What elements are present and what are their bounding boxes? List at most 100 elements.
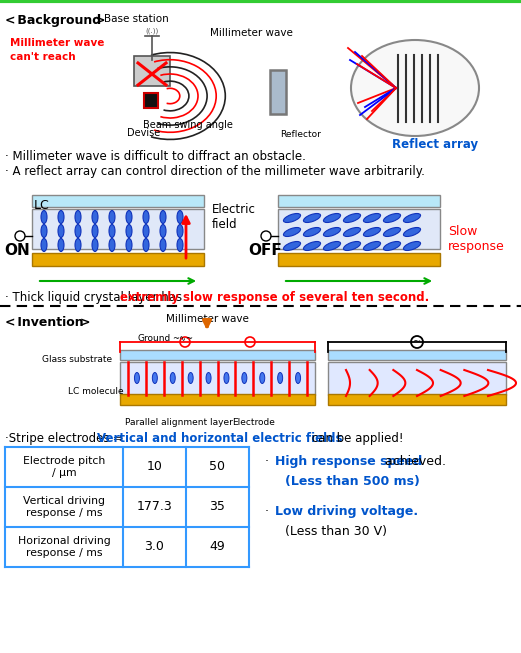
- Text: · Thick liquid crystal layer has: · Thick liquid crystal layer has: [5, 291, 186, 304]
- Text: >: >: [80, 316, 91, 329]
- Ellipse shape: [75, 225, 81, 238]
- Ellipse shape: [170, 372, 175, 383]
- Text: Ground: Ground: [138, 334, 171, 343]
- Text: Parallel alignment layer: Parallel alignment layer: [125, 418, 233, 427]
- Circle shape: [15, 231, 25, 241]
- Ellipse shape: [324, 227, 341, 236]
- Ellipse shape: [41, 238, 47, 251]
- Ellipse shape: [41, 210, 47, 223]
- Ellipse shape: [58, 210, 64, 223]
- Ellipse shape: [364, 214, 380, 223]
- Text: Beam swing angle: Beam swing angle: [143, 120, 233, 130]
- Ellipse shape: [126, 225, 132, 238]
- Circle shape: [261, 231, 271, 241]
- Ellipse shape: [126, 210, 132, 223]
- Ellipse shape: [92, 225, 98, 238]
- Ellipse shape: [383, 214, 401, 223]
- Ellipse shape: [283, 214, 301, 223]
- Text: Millimeter wave: Millimeter wave: [10, 38, 104, 48]
- Ellipse shape: [134, 372, 140, 383]
- Ellipse shape: [188, 372, 193, 383]
- Text: <: <: [5, 14, 16, 27]
- Bar: [134, 56, 170, 86]
- Ellipse shape: [160, 225, 166, 238]
- Ellipse shape: [343, 242, 361, 251]
- Ellipse shape: [283, 227, 301, 236]
- Ellipse shape: [295, 372, 301, 383]
- Ellipse shape: [351, 40, 479, 136]
- Text: Slow
response: Slow response: [448, 225, 505, 253]
- Text: ·: ·: [265, 505, 273, 518]
- Bar: [120, 350, 315, 360]
- Text: >: >: [95, 14, 105, 27]
- Text: Electrode: Electrode: [232, 418, 275, 427]
- Text: Vertical and horizontal electric fields: Vertical and horizontal electric fields: [97, 432, 342, 445]
- Ellipse shape: [324, 242, 341, 251]
- Ellipse shape: [303, 242, 320, 251]
- Ellipse shape: [242, 372, 247, 383]
- Ellipse shape: [75, 210, 81, 223]
- Ellipse shape: [177, 225, 183, 238]
- Text: Glass substrate: Glass substrate: [42, 355, 112, 364]
- Text: Reflect array: Reflect array: [392, 138, 478, 151]
- Text: 49: 49: [209, 541, 226, 554]
- Text: 50: 50: [209, 460, 226, 473]
- Bar: [278, 195, 440, 207]
- Text: Base station: Base station: [104, 14, 169, 24]
- Ellipse shape: [109, 238, 115, 251]
- Ellipse shape: [160, 210, 166, 223]
- Bar: [328, 362, 506, 395]
- Text: Reflector: Reflector: [280, 130, 321, 139]
- Ellipse shape: [92, 210, 98, 223]
- Text: Low driving voltage.: Low driving voltage.: [275, 505, 418, 518]
- Text: ~: ~: [413, 337, 421, 347]
- Circle shape: [411, 336, 423, 348]
- Text: ((.)): ((.)): [145, 28, 158, 35]
- Ellipse shape: [324, 214, 341, 223]
- Text: 10: 10: [146, 460, 163, 473]
- Ellipse shape: [283, 242, 301, 251]
- Text: Electrode pitch
/ μm: Electrode pitch / μm: [23, 456, 105, 478]
- Ellipse shape: [41, 225, 47, 238]
- Ellipse shape: [126, 238, 132, 251]
- Bar: [270, 70, 286, 114]
- Text: · A reflect array can control direction of the millimeter wave arbitrarily.: · A reflect array can control direction …: [5, 165, 425, 178]
- Ellipse shape: [403, 242, 420, 251]
- Ellipse shape: [303, 227, 320, 236]
- Text: ~∿~: ~∿~: [172, 334, 193, 343]
- Text: LC molecule: LC molecule: [68, 387, 123, 396]
- Ellipse shape: [92, 238, 98, 251]
- Ellipse shape: [383, 242, 401, 251]
- Ellipse shape: [206, 372, 211, 383]
- Text: (Less than 30 V): (Less than 30 V): [285, 525, 387, 538]
- Text: can be applied!: can be applied!: [307, 432, 403, 445]
- Text: · Millimeter wave is difficult to diffract an obstacle.: · Millimeter wave is difficult to diffra…: [5, 150, 306, 163]
- Ellipse shape: [143, 238, 149, 251]
- Bar: [120, 362, 315, 395]
- Text: LC: LC: [34, 199, 49, 212]
- Ellipse shape: [177, 210, 183, 223]
- Ellipse shape: [143, 210, 149, 223]
- Circle shape: [245, 337, 255, 347]
- Text: Millimeter wave: Millimeter wave: [166, 314, 249, 324]
- Bar: [120, 394, 315, 405]
- Ellipse shape: [403, 214, 420, 223]
- Text: ON: ON: [4, 243, 30, 258]
- Ellipse shape: [58, 225, 64, 238]
- Text: OFF: OFF: [248, 243, 282, 258]
- Ellipse shape: [343, 214, 361, 223]
- Text: High response speed: High response speed: [275, 455, 422, 468]
- Bar: [32, 195, 204, 207]
- Text: 177.3: 177.3: [137, 500, 172, 513]
- Bar: [32, 253, 204, 266]
- Ellipse shape: [224, 372, 229, 383]
- Text: extremly slow response of several ten second.: extremly slow response of several ten se…: [120, 291, 429, 304]
- Ellipse shape: [364, 227, 380, 236]
- Ellipse shape: [278, 372, 283, 383]
- Ellipse shape: [109, 210, 115, 223]
- Circle shape: [180, 337, 190, 347]
- Text: 35: 35: [209, 500, 226, 513]
- Text: achieved.: achieved.: [381, 455, 446, 468]
- Bar: [328, 394, 506, 405]
- Ellipse shape: [303, 214, 320, 223]
